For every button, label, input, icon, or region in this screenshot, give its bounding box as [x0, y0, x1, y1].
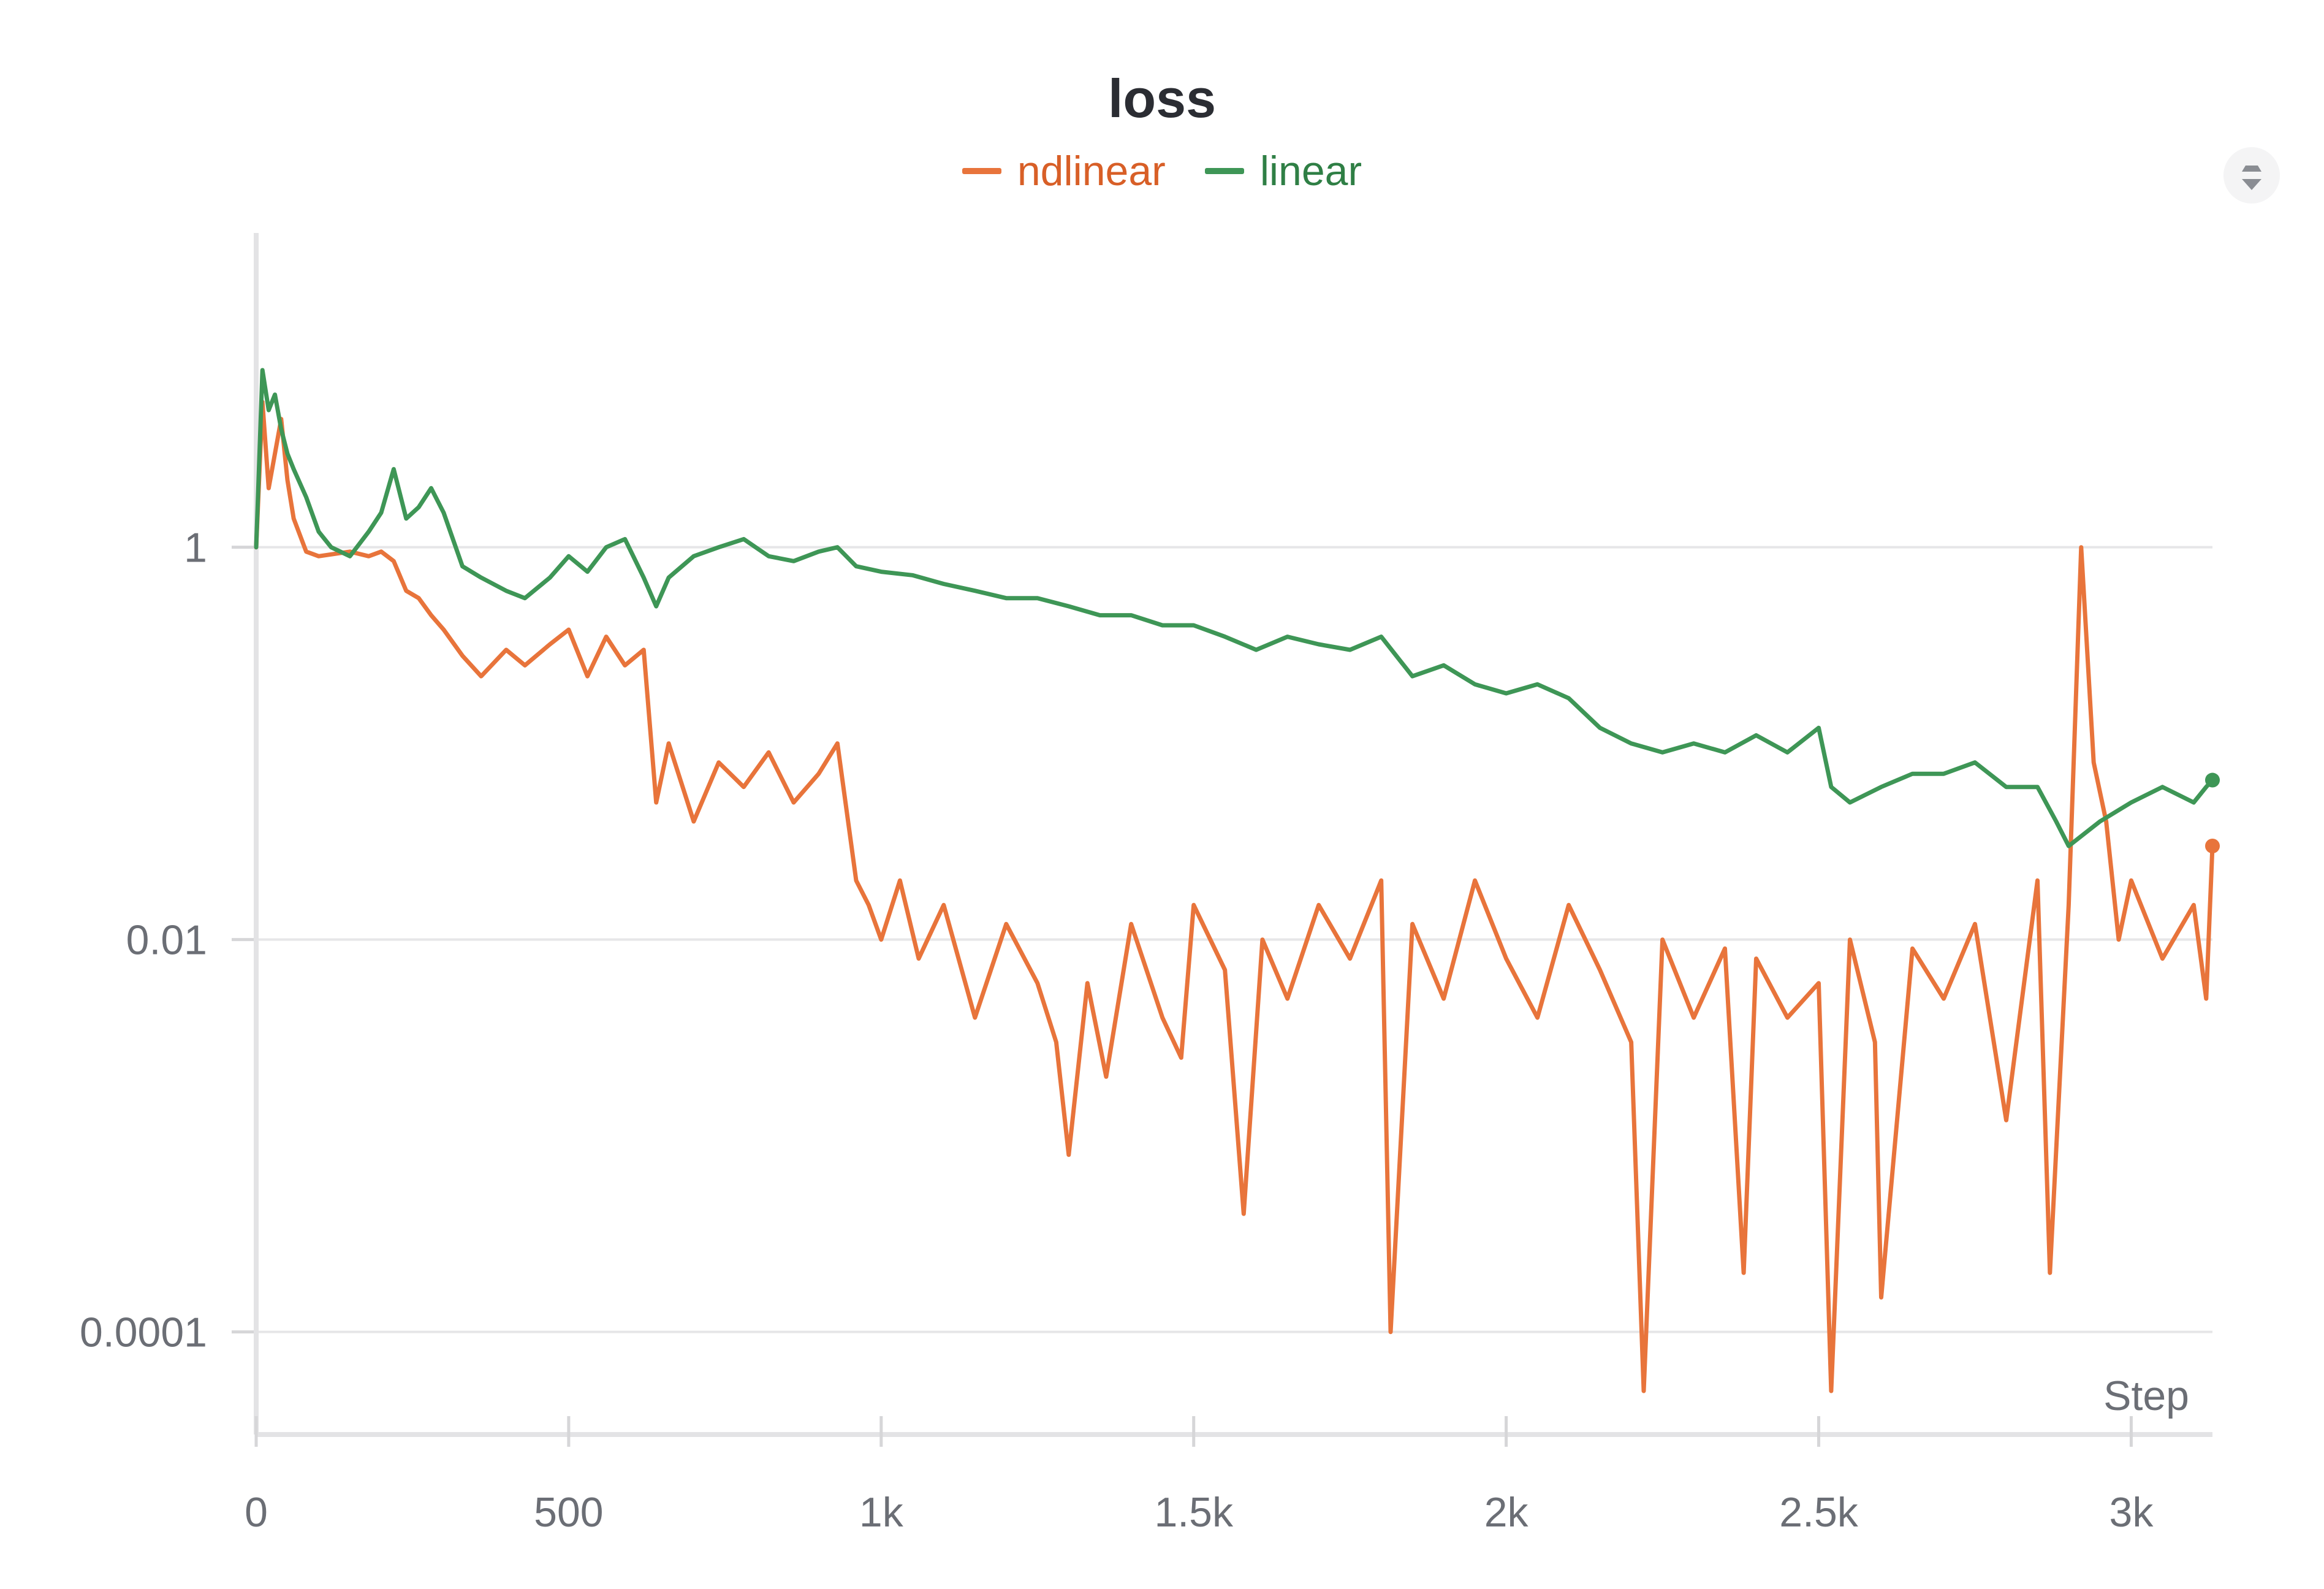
x-tick-label: 2k	[1484, 1489, 1529, 1536]
x-tick-label: 3k	[2109, 1489, 2154, 1536]
series-line-ndlinear	[254, 400, 2215, 1393]
series-line-linear	[254, 368, 2215, 848]
x-axis-label: Step	[2103, 1373, 2189, 1419]
series-endpoint-linear	[2205, 772, 2220, 788]
chart-title: loss	[1107, 68, 1217, 129]
series-lines	[254, 368, 2220, 1393]
y-tick-label: 0.0001	[80, 1309, 207, 1356]
gridlines	[232, 546, 2212, 1333]
series-endpoint-ndlinear	[2205, 838, 2220, 853]
x-tick-label: 1k	[859, 1489, 904, 1536]
legend-item-linear[interactable]: linear	[1204, 147, 1362, 195]
legend-item-ndlinear[interactable]: ndlinear	[962, 147, 1166, 195]
y-tick-label: 0.01	[126, 917, 207, 964]
x-tick-label: 2.5k	[1779, 1489, 1859, 1536]
x-tick-label: 1.5k	[1154, 1489, 1234, 1536]
legend-label-linear: linear	[1259, 148, 1362, 194]
y-tick-label: 1	[184, 525, 207, 571]
legend-swatch-ndlinear	[962, 168, 1001, 174]
legend-label-ndlinear: ndlinear	[1017, 148, 1166, 194]
chart-legend: ndlinear linear	[0, 147, 2324, 195]
x-tick-label: 0	[245, 1489, 268, 1536]
sort-arrows-icon	[2242, 166, 2261, 190]
legend-swatch-linear	[1204, 168, 1244, 174]
panel-menu-button[interactable]	[2223, 147, 2280, 204]
axes: 1 0.01 0.0001 0 500 1k 1.5k 2k 2.5k 3k	[80, 233, 2212, 1536]
x-tick-label: 500	[534, 1489, 603, 1536]
